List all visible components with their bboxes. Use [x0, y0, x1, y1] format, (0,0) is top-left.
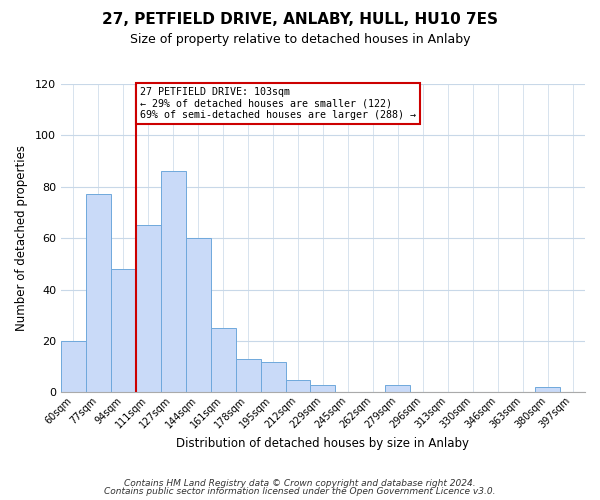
Bar — [136, 226, 161, 392]
Bar — [286, 380, 310, 392]
Bar — [236, 359, 260, 392]
Text: Size of property relative to detached houses in Anlaby: Size of property relative to detached ho… — [130, 32, 470, 46]
Bar — [161, 172, 186, 392]
Text: 27 PETFIELD DRIVE: 103sqm
← 29% of detached houses are smaller (122)
69% of semi: 27 PETFIELD DRIVE: 103sqm ← 29% of detac… — [140, 86, 416, 120]
Bar — [535, 387, 560, 392]
Bar — [111, 269, 136, 392]
Y-axis label: Number of detached properties: Number of detached properties — [15, 145, 28, 331]
Text: Contains public sector information licensed under the Open Government Licence v3: Contains public sector information licen… — [104, 487, 496, 496]
Bar — [86, 194, 111, 392]
Bar — [211, 328, 236, 392]
Bar — [310, 384, 335, 392]
Bar — [186, 238, 211, 392]
Bar — [385, 384, 410, 392]
Bar — [260, 362, 286, 392]
Text: 27, PETFIELD DRIVE, ANLABY, HULL, HU10 7ES: 27, PETFIELD DRIVE, ANLABY, HULL, HU10 7… — [102, 12, 498, 28]
X-axis label: Distribution of detached houses by size in Anlaby: Distribution of detached houses by size … — [176, 437, 469, 450]
Bar — [61, 341, 86, 392]
Text: Contains HM Land Registry data © Crown copyright and database right 2024.: Contains HM Land Registry data © Crown c… — [124, 478, 476, 488]
